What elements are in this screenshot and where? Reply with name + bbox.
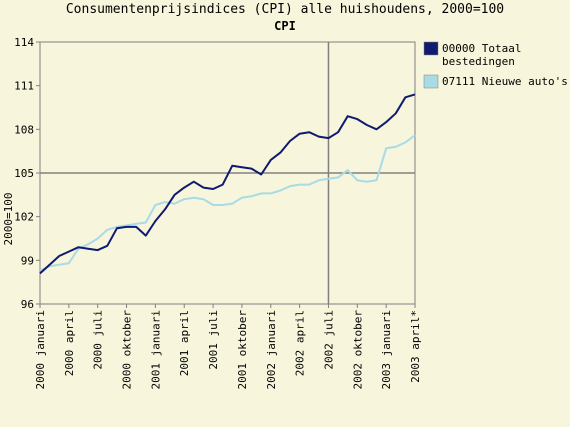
plot-area: 96 99 102 105 108 111 114 2000 januari 2000 apri… bbox=[14, 36, 422, 389]
x-tick-label: 2001 oktober bbox=[236, 310, 249, 390]
series-line-1 bbox=[39, 134, 416, 272]
chart-subtitle: CPI bbox=[274, 19, 296, 33]
legend: 00000 Totaal bestedingen 07111 Nieuwe auto… bbox=[423, 41, 568, 89]
y-tick-label: 99 bbox=[21, 254, 34, 267]
series-line-0 bbox=[39, 93, 416, 275]
y-tick-label: 96 bbox=[21, 298, 34, 311]
y-tick-label: 111 bbox=[14, 80, 34, 93]
y-tick-label: 108 bbox=[14, 123, 34, 136]
x-tick-label: 2001 januari bbox=[149, 310, 162, 389]
x-tick-label: 2002 oktober bbox=[351, 310, 364, 390]
x-tick-label: 2002 april bbox=[294, 310, 307, 376]
x-tick-label: 2003 januari bbox=[380, 310, 393, 389]
x-tick-label: 2000 april bbox=[63, 310, 76, 376]
legend-label-1: 07111 Nieuwe auto's bbox=[442, 75, 568, 88]
x-tick-label: 2000 oktober bbox=[121, 310, 134, 390]
legend-swatch-0 bbox=[423, 41, 439, 56]
legend-label-0: 00000 Totaal bestedingen bbox=[442, 42, 521, 68]
x-tick-label: 2000 juli bbox=[92, 310, 105, 370]
chart-title: Consumentenprijsindices (CPI) alle huish… bbox=[66, 2, 504, 17]
x-tick-label: 2002 juli bbox=[322, 310, 335, 370]
x-tick-label: 2002 januari bbox=[265, 310, 278, 389]
y-tick-label: 102 bbox=[14, 211, 34, 224]
x-tick-label: 2000 januari bbox=[34, 310, 47, 389]
y-axis-label: 2000=100 bbox=[2, 193, 15, 246]
x-tick-label: 2001 juli bbox=[207, 310, 220, 370]
y-tick-label: 114 bbox=[14, 36, 34, 49]
x-tick-label: 2003 april* bbox=[409, 310, 422, 383]
x-tick-label: 2001 april bbox=[178, 310, 191, 376]
legend-swatch-1 bbox=[423, 74, 439, 89]
y-tick-label: 105 bbox=[14, 167, 34, 180]
